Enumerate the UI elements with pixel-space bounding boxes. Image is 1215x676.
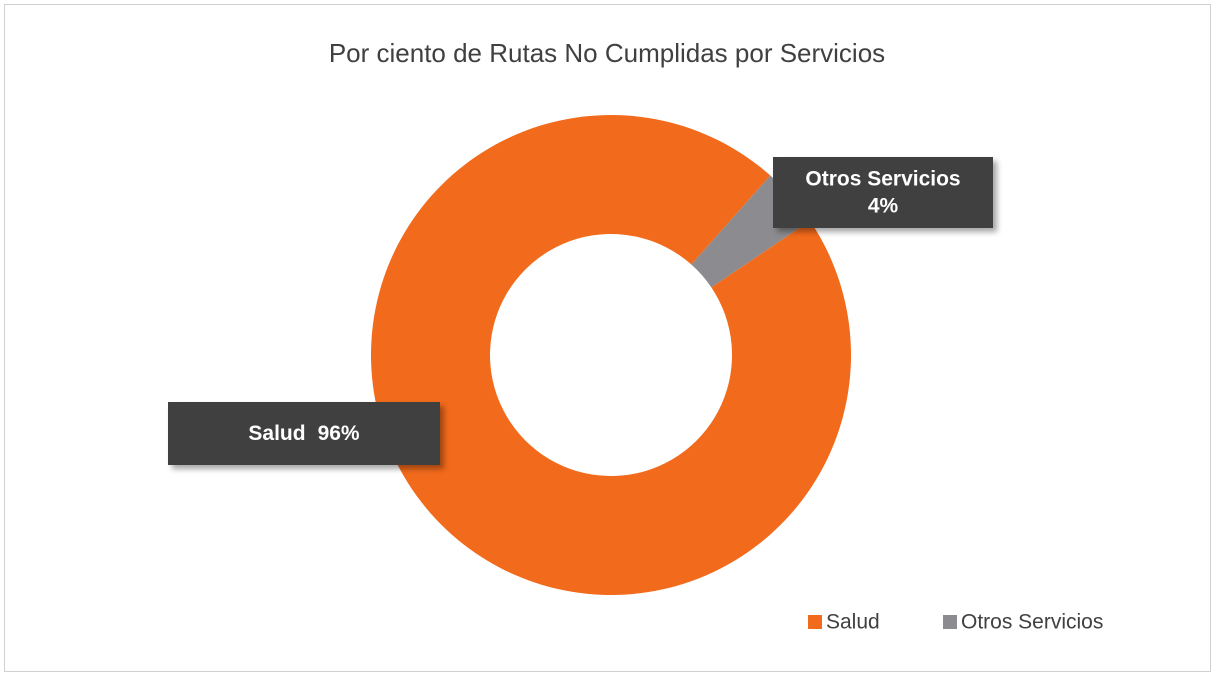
chart-title: Por ciento de Rutas No Cumplidas por Ser… [329,38,885,68]
data-label-category: Salud [248,422,305,445]
data-label-box [168,402,440,465]
legend-swatch [808,615,822,629]
legend-swatch [943,615,957,629]
data-label-value: 4% [868,195,899,218]
data-label: Salud 96% [248,422,360,445]
data-label-box [773,157,993,228]
legend-label: Otros Servicios [961,611,1103,634]
data-label-value: 96% [318,422,360,445]
legend-label: Salud [826,611,880,634]
donut-slice [371,114,851,595]
data-label-category: Otros Servicios [805,168,960,191]
